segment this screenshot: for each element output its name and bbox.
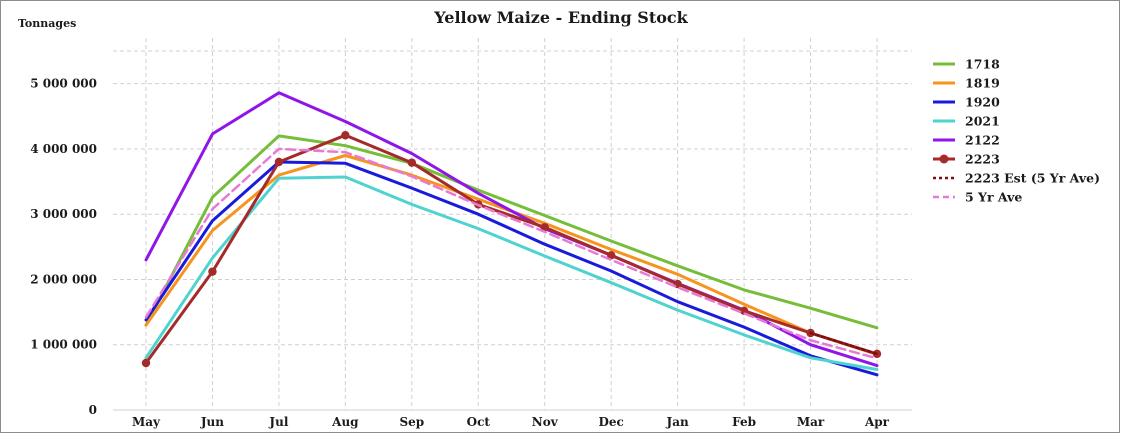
y-tick-label: 1 000 000: [30, 338, 97, 352]
series-point-2223: [274, 157, 284, 167]
y-axis-unit-label: Tonnages: [18, 17, 77, 30]
series-line-1819: [144, 154, 879, 356]
x-tick-label: Feb: [732, 415, 756, 429]
legend-label: 2223: [965, 152, 1000, 167]
legend-label: 1819: [965, 76, 1000, 91]
series-point-2223: [606, 251, 616, 260]
y-axis-ticks: 0 1 000 000 2 000 000 3 000 000 4 000 000 5 0…: [30, 77, 97, 417]
y-tick-label: 4 000 000: [30, 142, 97, 156]
series-point-2223: [540, 223, 549, 232]
series-line-5-yr-ave: [144, 147, 879, 360]
y-tick-label: 3 000 000: [30, 207, 97, 221]
x-tick-label: Jul: [268, 415, 288, 429]
series-point-2223: [341, 131, 350, 140]
series-line-1920: [144, 160, 879, 377]
gridlines: [113, 38, 912, 411]
series-line-2223-est-5-yr-ave-: [809, 331, 879, 356]
legend-label: 2122: [965, 133, 1000, 148]
x-tick-label: Jun: [200, 415, 224, 429]
x-tick-label: Sep: [399, 415, 424, 429]
x-tick-label: Nov: [532, 415, 559, 429]
x-tick-label: Apr: [864, 415, 890, 429]
legend-marker: [939, 154, 949, 164]
legend-label: 1718: [965, 57, 1000, 72]
y-tick-label: 0: [89, 403, 97, 417]
x-tick-label: May: [132, 415, 161, 429]
series-point-2223: [141, 358, 151, 368]
series-point-2223: [208, 267, 217, 276]
x-tick-label: Aug: [331, 415, 359, 429]
series-line-2223: [144, 133, 879, 365]
x-axis-ticks: May Jun Jul Aug Sep Oct Nov Dec Jan Feb Mar Apr: [132, 415, 890, 429]
x-tick-label: Dec: [599, 415, 624, 429]
series-line-2021: [144, 175, 879, 371]
legend-label: 2021: [965, 114, 1000, 129]
series-lines: [141, 91, 882, 377]
y-tick-label: 5 000 000: [30, 77, 97, 91]
legend: 1718 1819 1920 2021 2122 2223 2223 Est (5 Yr A…: [933, 57, 1100, 205]
x-tick-label: Mar: [797, 415, 825, 429]
series-point-2223: [407, 158, 417, 167]
legend-label: 5 Yr Ave: [965, 190, 1022, 205]
x-tick-label: Oct: [467, 415, 491, 429]
y-tick-label: 2 000 000: [30, 272, 97, 286]
x-tick-label: Jan: [666, 415, 689, 429]
legend-label: 2223 Est (5 Yr Ave): [965, 171, 1100, 186]
legend-label: 1920: [965, 95, 1000, 110]
chart-title: Yellow Maize - Ending Stock: [434, 8, 688, 27]
series-line-1718: [144, 134, 879, 330]
